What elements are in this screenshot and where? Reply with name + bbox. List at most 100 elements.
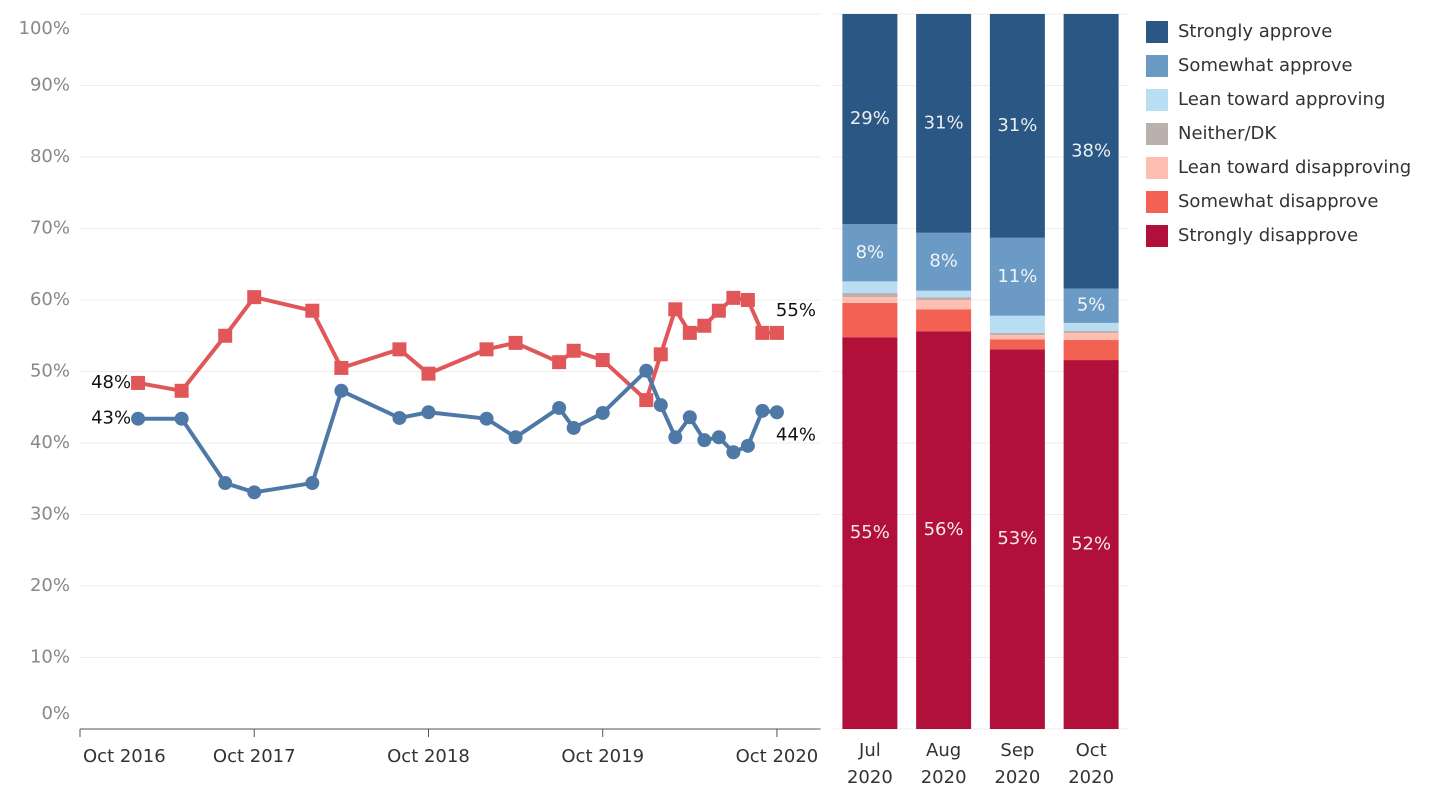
legend-swatch — [1146, 123, 1168, 145]
bar-segment — [1063, 332, 1119, 341]
marker — [218, 476, 233, 491]
y-tick-label: 40% — [30, 432, 70, 453]
bar-segment — [1063, 340, 1119, 361]
legend-swatch — [1146, 191, 1168, 213]
data-label: 31% — [924, 112, 964, 133]
x-tick-label: Jul 2020 — [846, 740, 893, 788]
data-label: 55% — [776, 300, 816, 321]
marker — [726, 290, 741, 305]
bar-segment — [989, 237, 1045, 316]
marker — [421, 366, 436, 381]
marker — [668, 430, 683, 445]
marker — [392, 342, 407, 357]
marker — [174, 411, 189, 426]
data-label: 29% — [850, 108, 890, 129]
marker — [566, 343, 581, 358]
data-label: 55% — [850, 522, 890, 543]
data-label: 48% — [91, 372, 131, 393]
bar-segment — [1063, 322, 1119, 331]
bar-segment — [989, 315, 1045, 333]
legend-swatch — [1146, 55, 1168, 77]
bar-segment — [842, 224, 898, 282]
y-tick-label: 100% — [19, 18, 70, 39]
bar-segment — [842, 14, 898, 225]
x-tick-label: Oct 2018 — [387, 746, 470, 767]
legend-swatch — [1146, 225, 1168, 247]
data-label: 56% — [924, 519, 964, 540]
x-tick-label: Oct 2016 — [83, 746, 166, 767]
bar-segment — [842, 297, 898, 303]
legend-swatch — [1146, 89, 1168, 111]
marker — [305, 303, 320, 318]
marker — [218, 328, 233, 343]
marker — [639, 393, 654, 408]
y-tick-label: 80% — [30, 146, 70, 167]
legend-label: Lean toward disapproving — [1178, 157, 1411, 178]
marker — [653, 347, 668, 362]
marker — [247, 485, 262, 500]
marker — [726, 445, 741, 460]
marker — [639, 363, 654, 378]
marker — [392, 410, 407, 425]
marker — [668, 302, 683, 317]
data-label: 38% — [1071, 140, 1111, 161]
y-tick-label: 50% — [30, 361, 70, 382]
legend-swatch — [1146, 157, 1168, 179]
marker — [595, 353, 610, 368]
marker — [595, 405, 610, 420]
y-tick-label: 90% — [30, 75, 70, 96]
x-tick-label: Oct 2020 — [736, 746, 819, 767]
marker — [421, 405, 436, 420]
marker — [508, 335, 523, 350]
bar-segment — [842, 302, 898, 338]
bar-segment — [989, 332, 1045, 336]
data-label: 31% — [997, 115, 1037, 136]
marker — [508, 430, 523, 445]
x-tick-label: Sep 2020 — [994, 740, 1041, 788]
bar-segment — [1063, 330, 1119, 333]
marker — [682, 325, 697, 340]
marker — [479, 342, 494, 357]
marker — [334, 383, 349, 398]
data-label: 52% — [1071, 534, 1111, 555]
marker — [334, 360, 349, 375]
marker — [682, 410, 697, 425]
bar-segment — [989, 339, 1045, 350]
data-label: 11% — [997, 266, 1037, 287]
bar-segment — [989, 335, 1045, 340]
bar-segment — [842, 292, 898, 298]
marker — [479, 411, 494, 426]
bar-segment — [916, 14, 972, 233]
bar-segment — [1063, 288, 1119, 323]
y-tick-label: 0% — [41, 703, 70, 724]
legend-swatch — [1146, 21, 1168, 43]
marker — [740, 293, 755, 307]
bar-segment — [916, 300, 972, 310]
y-tick-label: 10% — [30, 647, 70, 668]
bar-segment — [916, 331, 972, 729]
legend-label: Somewhat approve — [1178, 55, 1353, 76]
data-label: 8% — [856, 242, 885, 263]
bar-segment — [842, 337, 898, 729]
bar-segment — [842, 281, 898, 293]
marker — [769, 325, 784, 340]
bar-segment — [989, 14, 1045, 238]
marker — [552, 355, 567, 370]
bar-segment — [1063, 14, 1119, 289]
x-tick-label: Aug 2020 — [920, 740, 967, 788]
marker — [566, 420, 581, 435]
data-label: 5% — [1077, 295, 1106, 316]
data-label: 43% — [91, 408, 131, 429]
legend-label: Lean toward approving — [1178, 89, 1385, 110]
bar-segment — [989, 349, 1045, 729]
marker — [305, 476, 320, 491]
marker — [697, 433, 712, 448]
marker — [552, 400, 567, 415]
marker — [755, 325, 770, 340]
marker — [755, 403, 770, 418]
x-tick-label: Oct 2020 — [1068, 740, 1115, 788]
y-tick-label: 60% — [30, 289, 70, 310]
marker — [697, 318, 712, 333]
marker — [131, 411, 146, 426]
marker — [174, 383, 189, 398]
